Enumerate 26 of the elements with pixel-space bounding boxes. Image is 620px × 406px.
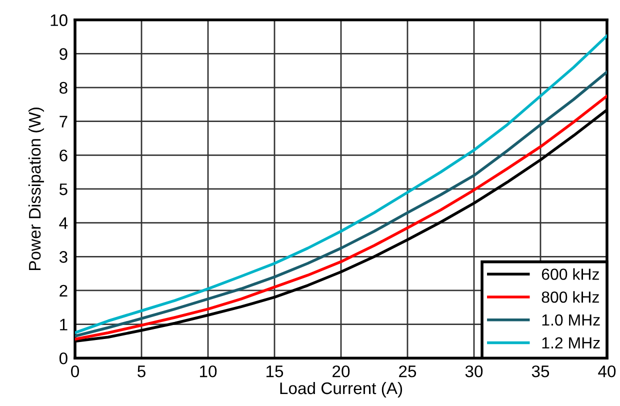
- y-tick-label: 9: [60, 48, 68, 60]
- y-tick-label: 2: [60, 284, 68, 296]
- y-tick-label: 1: [60, 318, 68, 330]
- y-tick-label: 7: [60, 116, 68, 128]
- x-tick-label: 0: [71, 365, 80, 378]
- y-axis-title: Power Dissipation (W): [28, 108, 44, 270]
- y-tick-label: 4: [59, 217, 68, 229]
- legend-label: 1.0 MHz: [542, 314, 600, 326]
- y-tick-label: 5: [59, 184, 68, 196]
- x-tick-label: 40: [598, 365, 616, 378]
- x-tick-label: 10: [200, 365, 217, 378]
- x-tick-label: 15: [266, 366, 284, 378]
- legend-label: 600 kHz: [542, 268, 599, 280]
- y-tick-label: 6: [60, 150, 68, 162]
- y-tick-label: 8: [60, 82, 68, 94]
- x-axis-title: Load Current (A): [280, 382, 402, 398]
- x-tick-label: 30: [465, 365, 483, 378]
- y-tick-label: 0: [59, 352, 68, 364]
- y-tick-label: 10: [50, 14, 68, 26]
- legend-label: 1.2 MHz: [542, 337, 600, 348]
- x-tick-label: 20: [332, 365, 350, 378]
- x-tick-label: 35: [532, 365, 550, 378]
- y-tick-label: 3: [59, 251, 68, 263]
- x-tick-label: 25: [399, 365, 416, 378]
- x-tick-label: 5: [138, 366, 146, 378]
- legend-label: 800 kHz: [542, 291, 599, 303]
